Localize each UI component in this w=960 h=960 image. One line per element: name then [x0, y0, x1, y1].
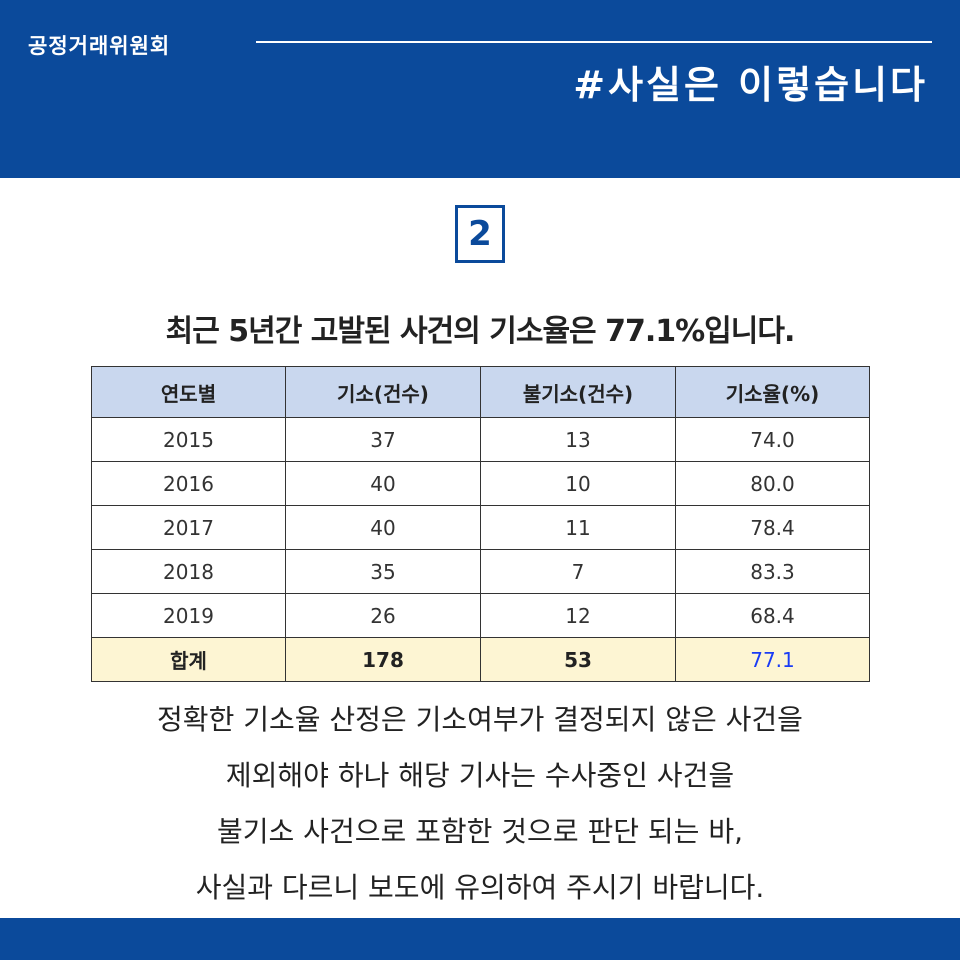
table-row: 2019 26 12 68.4	[91, 593, 870, 638]
table-row: 2015 37 13 74.0	[91, 417, 870, 462]
explanation-line: 사실과 다르니 보도에 유의하여 주시기 바랍니다.	[195, 871, 765, 904]
section-number-badge: 2	[455, 205, 505, 263]
year-cell: 2018	[91, 549, 286, 594]
not-prosecuted-cell: 13	[480, 417, 676, 462]
prosecuted-cell: 37	[285, 417, 481, 462]
explanation-text: 정확한 기소율 산정은 기소여부가 결정되지 않은 사건을 제외해야 하나 해당…	[0, 692, 960, 916]
column-header: 기소율(%)	[675, 366, 870, 418]
column-header: 기소(건수)	[285, 366, 481, 418]
year-cell: 2016	[91, 461, 286, 506]
explanation-line: 정확한 기소율 산정은 기소여부가 결정되지 않은 사건을	[157, 703, 803, 736]
prosecuted-cell: 40	[285, 461, 481, 506]
prosecution-rate-table: 연도별 기소(건수) 불기소(건수) 기소율(%) 2015 37 13 74.…	[91, 366, 870, 682]
total-not-prosecuted-cell: 53	[480, 637, 676, 682]
total-rate-cell: 77.1	[675, 637, 870, 682]
year-cell: 2015	[91, 417, 286, 462]
prosecuted-cell: 26	[285, 593, 481, 638]
not-prosecuted-cell: 7	[480, 549, 676, 594]
prosecuted-cell: 35	[285, 549, 481, 594]
table-row: 2018 35 7 83.3	[91, 549, 870, 594]
rate-cell: 74.0	[675, 417, 870, 462]
header-banner: 공정거래위원회 #사실은 이렇습니다	[0, 0, 960, 178]
year-cell: 2017	[91, 505, 286, 550]
total-label-cell: 합계	[91, 637, 286, 682]
rate-cell: 80.0	[675, 461, 870, 506]
column-header: 불기소(건수)	[480, 366, 676, 418]
not-prosecuted-cell: 10	[480, 461, 676, 506]
header-divider	[256, 41, 932, 43]
table-header-row: 연도별 기소(건수) 불기소(건수) 기소율(%)	[91, 366, 870, 418]
explanation-line: 제외해야 하나 해당 기사는 수사중인 사건을	[225, 759, 735, 792]
explanation-line: 불기소 사건으로 포함한 것으로 판단 되는 바,	[217, 815, 743, 848]
page-subtitle: 최근 5년간 고발된 사건의 기소율은 77.1%입니다.	[165, 314, 796, 349]
not-prosecuted-cell: 12	[480, 593, 676, 638]
prosecuted-cell: 40	[285, 505, 481, 550]
year-cell: 2019	[91, 593, 286, 638]
footer-bar	[0, 918, 960, 960]
total-prosecuted-cell: 178	[285, 637, 481, 682]
rate-cell: 68.4	[675, 593, 870, 638]
org-name: 공정거래위원회	[28, 34, 171, 58]
column-header: 연도별	[91, 366, 286, 418]
table-row: 2016 40 10 80.0	[91, 461, 870, 506]
table-row: 2017 40 11 78.4	[91, 505, 870, 550]
rate-cell: 78.4	[675, 505, 870, 550]
hashtag-title: #사실은 이렇습니다	[573, 63, 928, 107]
total-row: 합계 178 53 77.1	[91, 637, 870, 682]
rate-cell: 83.3	[675, 549, 870, 594]
not-prosecuted-cell: 11	[480, 505, 676, 550]
